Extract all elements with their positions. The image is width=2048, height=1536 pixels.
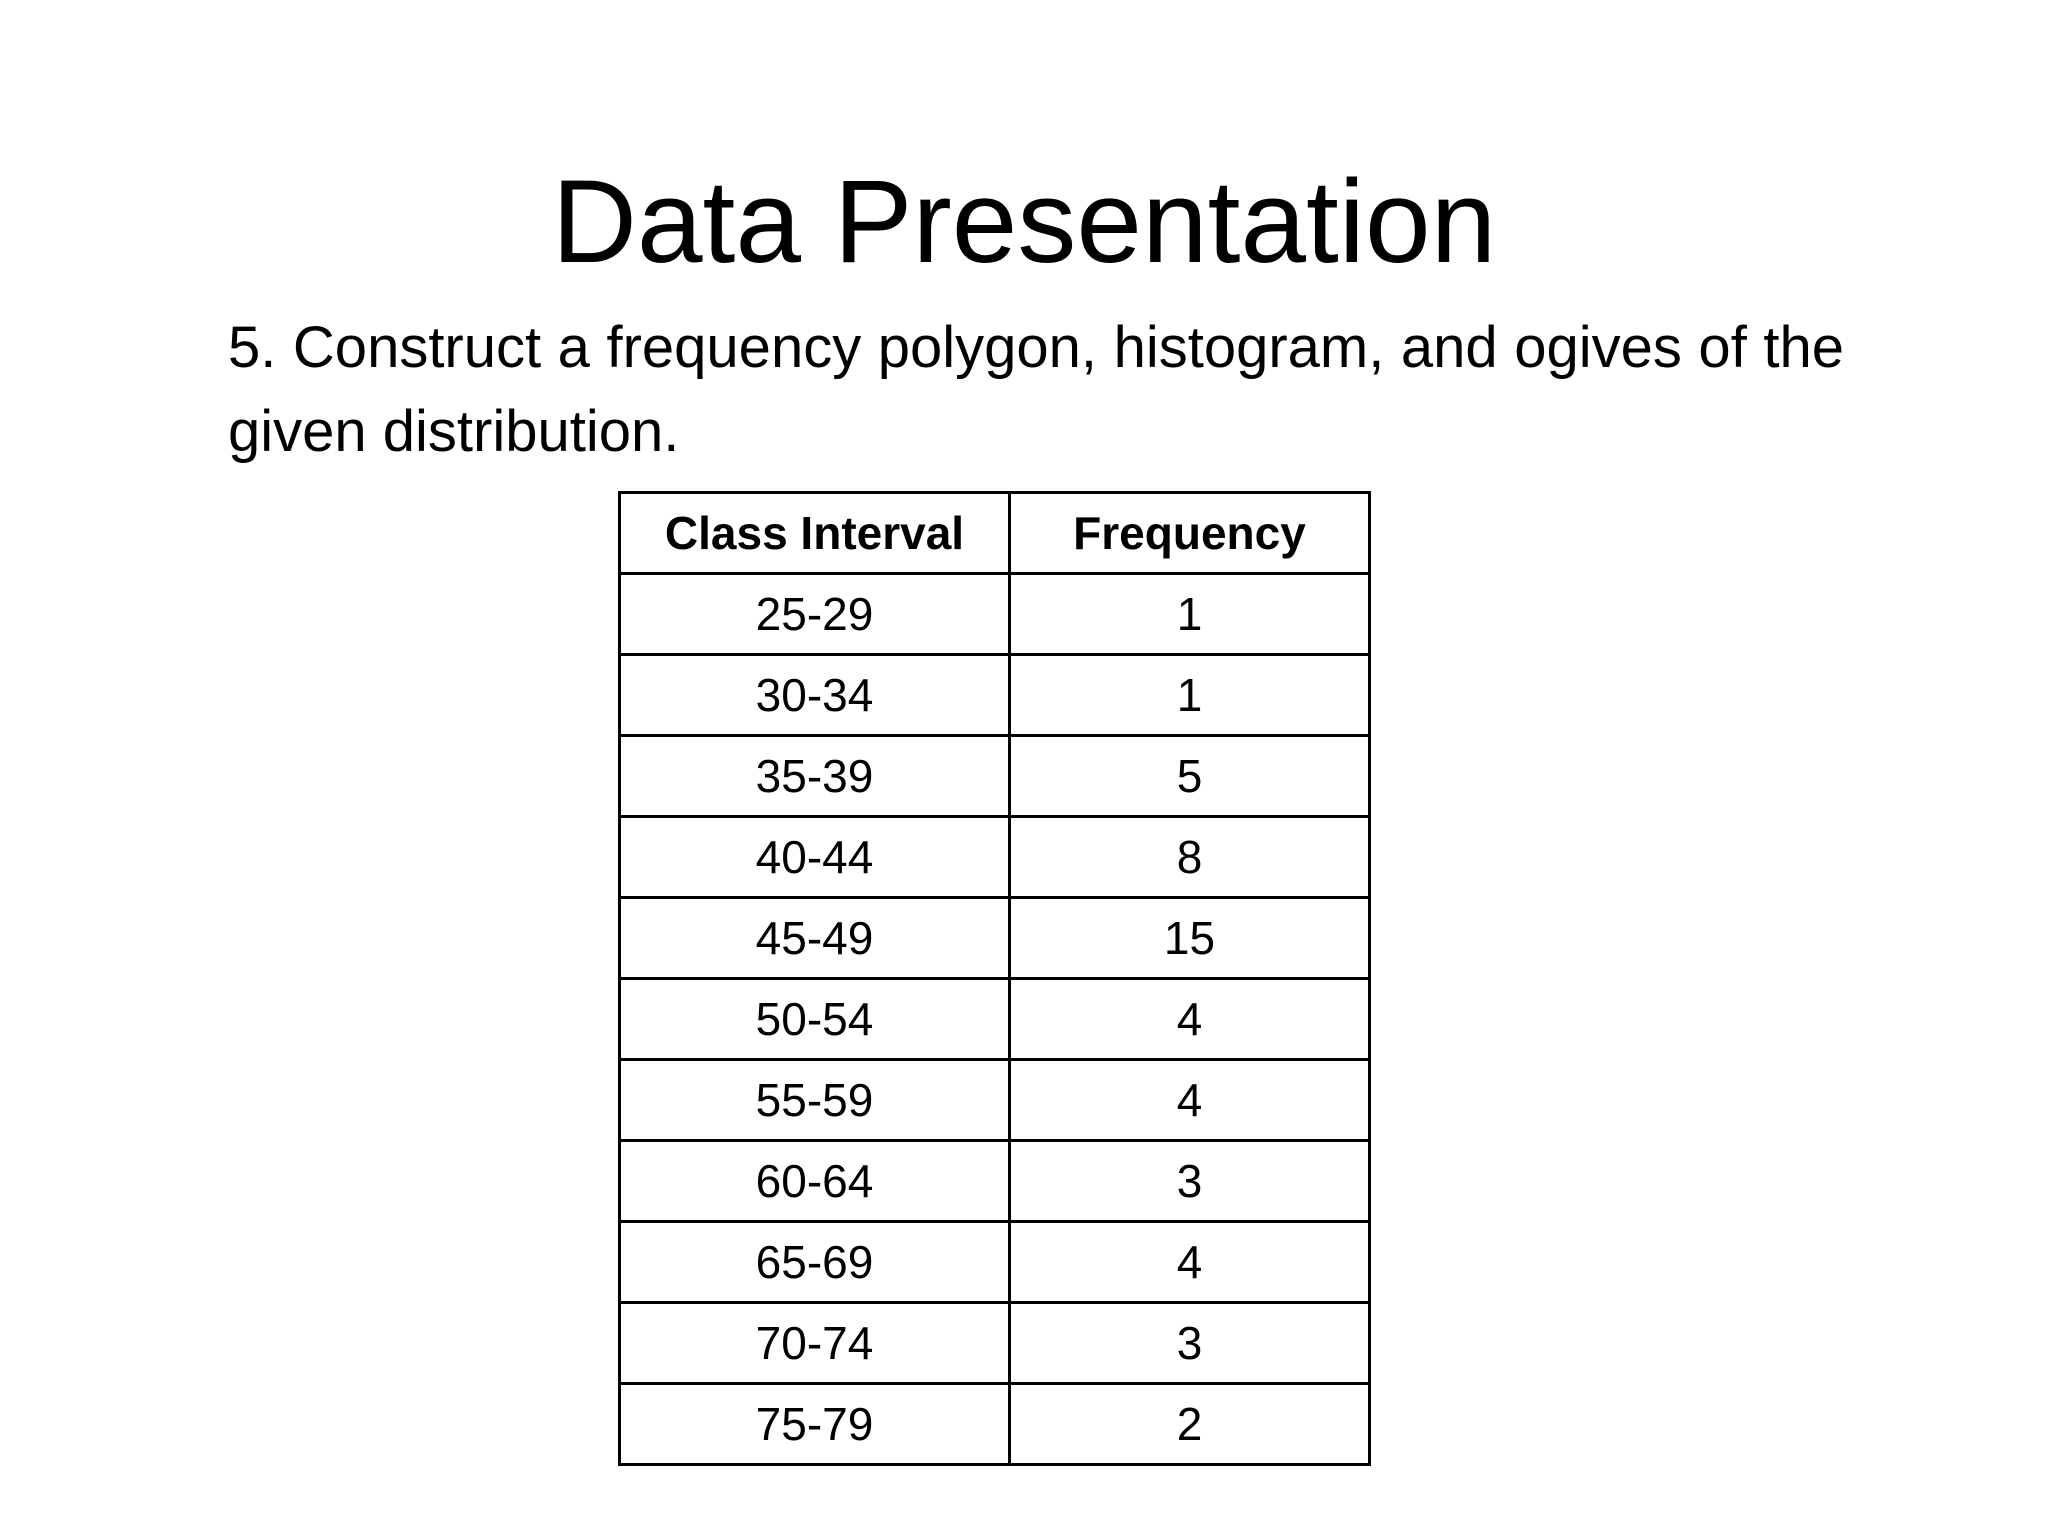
frequency-cell: 1	[1008, 572, 1371, 656]
header-frequency: Frequency	[1008, 491, 1371, 575]
table-row: 55-59 4	[618, 1058, 1371, 1142]
frequency-cell: 2	[1008, 1382, 1371, 1466]
class-interval-cell: 30-34	[618, 653, 1011, 737]
frequency-cell: 4	[1008, 1220, 1371, 1304]
table-row: 65-69 4	[618, 1220, 1371, 1304]
frequency-distribution-table: Class Interval Frequency 25-29 1 30-34 1…	[618, 491, 1371, 1466]
table-header: Class Interval Frequency	[618, 491, 1371, 575]
class-interval-cell: 25-29	[618, 572, 1011, 656]
frequency-cell: 4	[1008, 977, 1371, 1061]
table-body: 25-29 1 30-34 1 35-39 5 40-44 8 45-49 15…	[618, 572, 1371, 1466]
class-interval-cell: 35-39	[618, 734, 1011, 818]
table-row: 60-64 3	[618, 1139, 1371, 1223]
frequency-cell: 5	[1008, 734, 1371, 818]
table-row: 50-54 4	[618, 977, 1371, 1061]
table-header-row: Class Interval Frequency	[618, 491, 1371, 575]
frequency-cell: 4	[1008, 1058, 1371, 1142]
exercise-prompt: 5. Construct a frequency polygon, histog…	[228, 315, 1844, 464]
frequency-cell: 8	[1008, 815, 1371, 899]
table-row: 40-44 8	[618, 815, 1371, 899]
class-interval-cell: 75-79	[618, 1382, 1011, 1466]
class-interval-cell: 50-54	[618, 977, 1011, 1061]
table-row: 30-34 1	[618, 653, 1371, 737]
class-interval-cell: 45-49	[618, 896, 1011, 980]
table-row: 45-49 15	[618, 896, 1371, 980]
table-row: 35-39 5	[618, 734, 1371, 818]
frequency-cell: 1	[1008, 653, 1371, 737]
frequency-cell: 3	[1008, 1139, 1371, 1223]
frequency-cell: 3	[1008, 1301, 1371, 1385]
class-interval-cell: 60-64	[618, 1139, 1011, 1223]
header-class-interval: Class Interval	[618, 491, 1011, 575]
table-row: 25-29 1	[618, 572, 1371, 656]
table-row: 75-79 2	[618, 1382, 1371, 1466]
class-interval-cell: 65-69	[618, 1220, 1011, 1304]
class-interval-cell: 55-59	[618, 1058, 1011, 1142]
class-interval-cell: 70-74	[618, 1301, 1011, 1385]
class-interval-cell: 40-44	[618, 815, 1011, 899]
table-row: 70-74 3	[618, 1301, 1371, 1385]
frequency-cell: 15	[1008, 896, 1371, 980]
slide-title: Data Presentation	[551, 156, 1497, 288]
